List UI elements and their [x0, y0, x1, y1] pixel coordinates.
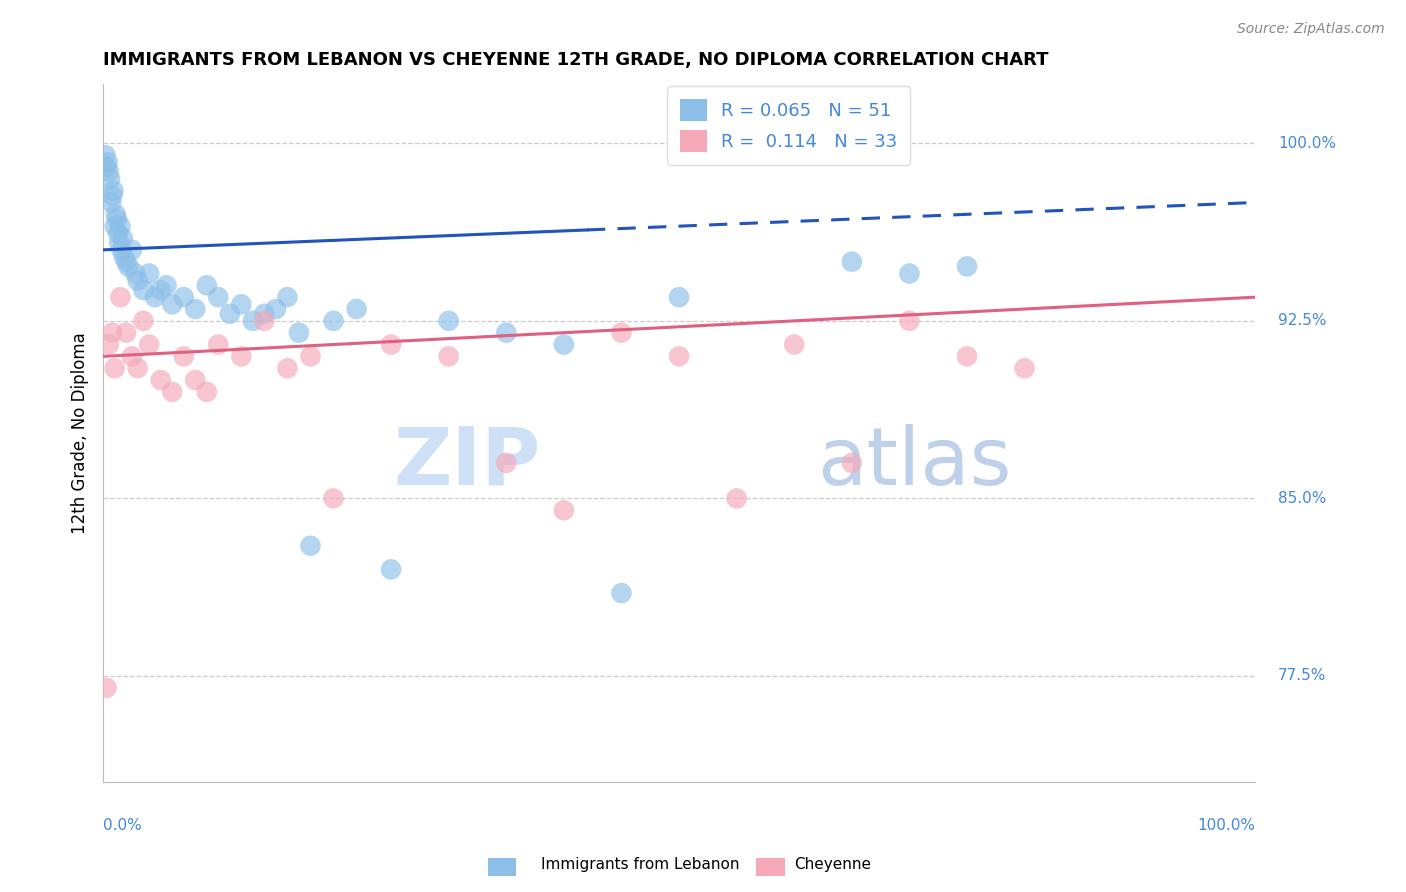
Point: [162, 384, 184, 399]
Text: ZIP: ZIP: [394, 424, 541, 502]
Point: [898, 267, 921, 281]
Text: 92.5%: 92.5%: [1278, 313, 1326, 328]
Text: atlas: atlas: [817, 424, 1012, 502]
Point: [143, 290, 166, 304]
Point: [121, 243, 143, 257]
Point: [276, 290, 298, 304]
Point: [495, 326, 517, 340]
Point: [104, 361, 127, 376]
Point: [553, 503, 575, 517]
Point: [195, 278, 218, 293]
Y-axis label: 12th Grade, No Diploma: 12th Grade, No Diploma: [72, 333, 89, 534]
Text: 77.5%: 77.5%: [1278, 668, 1326, 683]
Point: [104, 207, 127, 221]
Point: [162, 297, 184, 311]
Point: [184, 373, 207, 387]
Point: [112, 250, 135, 264]
Text: Immigrants from Lebanon: Immigrants from Lebanon: [541, 857, 740, 872]
Legend: R = 0.065   N = 51, R =  0.114   N = 33: R = 0.065 N = 51, R = 0.114 N = 33: [666, 87, 910, 164]
Point: [380, 337, 402, 351]
Point: [218, 307, 240, 321]
Point: [495, 456, 517, 470]
Point: [111, 231, 134, 245]
Point: [105, 212, 128, 227]
Point: [96, 681, 118, 695]
Point: [104, 219, 127, 234]
Point: [299, 539, 322, 553]
Point: [253, 314, 276, 328]
Point: [127, 361, 149, 376]
Point: [127, 274, 149, 288]
Point: [107, 227, 129, 241]
Point: [94, 148, 117, 162]
Point: [553, 337, 575, 351]
Point: [322, 491, 344, 506]
Text: 85.0%: 85.0%: [1278, 491, 1326, 506]
Point: [437, 350, 460, 364]
Point: [149, 283, 172, 297]
Point: [98, 171, 121, 186]
Point: [173, 290, 195, 304]
Point: [155, 278, 177, 293]
Point: [101, 326, 124, 340]
Point: [195, 384, 218, 399]
Point: [117, 260, 139, 274]
Point: [138, 337, 160, 351]
Point: [173, 350, 195, 364]
Point: [288, 326, 311, 340]
Point: [101, 188, 124, 202]
Text: Cheyenne: Cheyenne: [794, 857, 872, 872]
Point: [956, 350, 979, 364]
Point: [242, 314, 264, 328]
Point: [231, 297, 253, 311]
Point: [138, 267, 160, 281]
Point: [276, 361, 298, 376]
Point: [299, 350, 322, 364]
Point: [132, 314, 155, 328]
Point: [841, 456, 863, 470]
Point: [97, 155, 120, 169]
Text: 100.0%: 100.0%: [1197, 818, 1256, 833]
Point: [207, 337, 229, 351]
Point: [207, 290, 229, 304]
Point: [725, 491, 748, 506]
Point: [668, 350, 690, 364]
Point: [231, 350, 253, 364]
Point: [437, 314, 460, 328]
Point: [100, 195, 122, 210]
Point: [110, 243, 132, 257]
Point: [124, 267, 146, 281]
Point: [110, 290, 132, 304]
Point: [184, 301, 207, 316]
Point: [610, 586, 633, 600]
Point: [132, 283, 155, 297]
Point: [149, 373, 172, 387]
Point: [264, 301, 287, 316]
Point: [253, 307, 276, 321]
Point: [668, 290, 690, 304]
Text: 100.0%: 100.0%: [1278, 136, 1336, 151]
Text: IMMIGRANTS FROM LEBANON VS CHEYENNE 12TH GRADE, NO DIPLOMA CORRELATION CHART: IMMIGRANTS FROM LEBANON VS CHEYENNE 12TH…: [103, 51, 1049, 69]
Point: [841, 254, 863, 268]
Point: [1014, 361, 1036, 376]
Point: [322, 314, 344, 328]
Point: [115, 326, 138, 340]
Point: [956, 260, 979, 274]
Point: [380, 562, 402, 576]
Point: [783, 337, 806, 351]
Point: [97, 337, 120, 351]
Point: [115, 254, 138, 268]
Point: [110, 219, 132, 234]
Point: [103, 184, 125, 198]
Point: [121, 350, 143, 364]
Point: [97, 165, 120, 179]
Text: Source: ZipAtlas.com: Source: ZipAtlas.com: [1237, 22, 1385, 37]
Point: [108, 235, 131, 250]
Text: 0.0%: 0.0%: [103, 818, 142, 833]
Point: [610, 326, 633, 340]
Point: [346, 301, 368, 316]
Point: [898, 314, 921, 328]
Point: [96, 160, 118, 174]
